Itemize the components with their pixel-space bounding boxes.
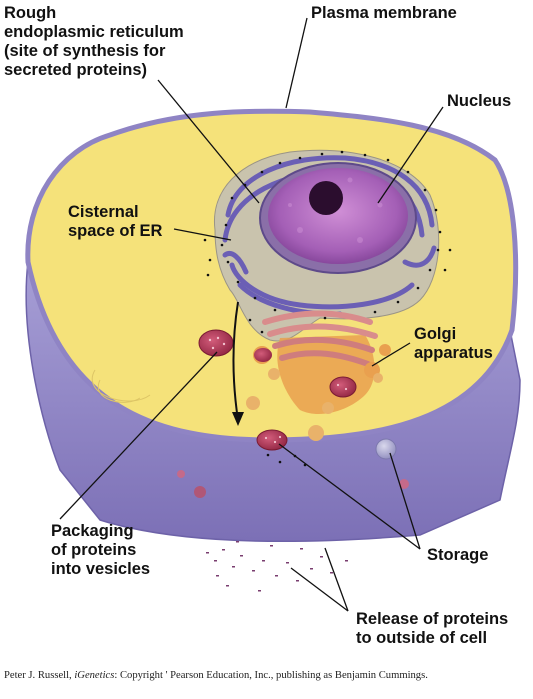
leader-lines (59, 17, 444, 612)
release-label-line-2: to outside of cell (356, 629, 488, 647)
released-proteins (206, 541, 348, 592)
credit-book: iGenetics (74, 670, 115, 681)
packaging-label-line-1: Packaging (51, 522, 134, 540)
credit-author: Peter J. Russell, (4, 670, 75, 681)
release-label-line-1: Release of proteins (356, 610, 509, 628)
rough-er-label-line-2: endoplasmic reticulum (4, 23, 184, 41)
packaging-label: Packaging of proteins into vesicles (51, 522, 150, 579)
storage-label: Storage (427, 546, 489, 564)
rough-er-label-line-3: (site of synthesis for (4, 42, 166, 60)
credit-rest: : Copyright ' Pearson Education, Inc., p… (114, 670, 428, 681)
nucleus (268, 168, 408, 264)
packaging-label-line-3: into vesicles (51, 560, 151, 578)
copyright-credit: Peter J. Russell, iGenetics: Copyright '… (4, 670, 428, 681)
golgi-label-line-2: apparatus (414, 344, 493, 362)
rough-er-label: Rough endoplasmic reticulum (site of syn… (4, 4, 184, 80)
storage-vesicle (375, 438, 397, 460)
cisternal-space-label-line-2: space of ER (68, 222, 163, 240)
release-label: Release of proteins to outside of cell (356, 610, 508, 648)
rough-er-label-line-4: secreted proteins) (4, 61, 148, 79)
nucleus-label: Nucleus (447, 92, 512, 110)
transport-arrow (232, 301, 239, 421)
plasma-membrane-label: Plasma membrane (311, 4, 457, 22)
packaging-label-line-2: of proteins (51, 541, 137, 559)
cisternal-space-label: Cisternal space of ER (68, 203, 162, 241)
cisternal-space-label-line-1: Cisternal (68, 203, 139, 221)
golgi-label-line-1: Golgi (414, 325, 457, 343)
rough-er-label-line-1: Rough (4, 4, 57, 22)
nucleolus (309, 181, 343, 215)
golgi-label: Golgi apparatus (414, 325, 493, 363)
small-vesicles (246, 368, 383, 441)
